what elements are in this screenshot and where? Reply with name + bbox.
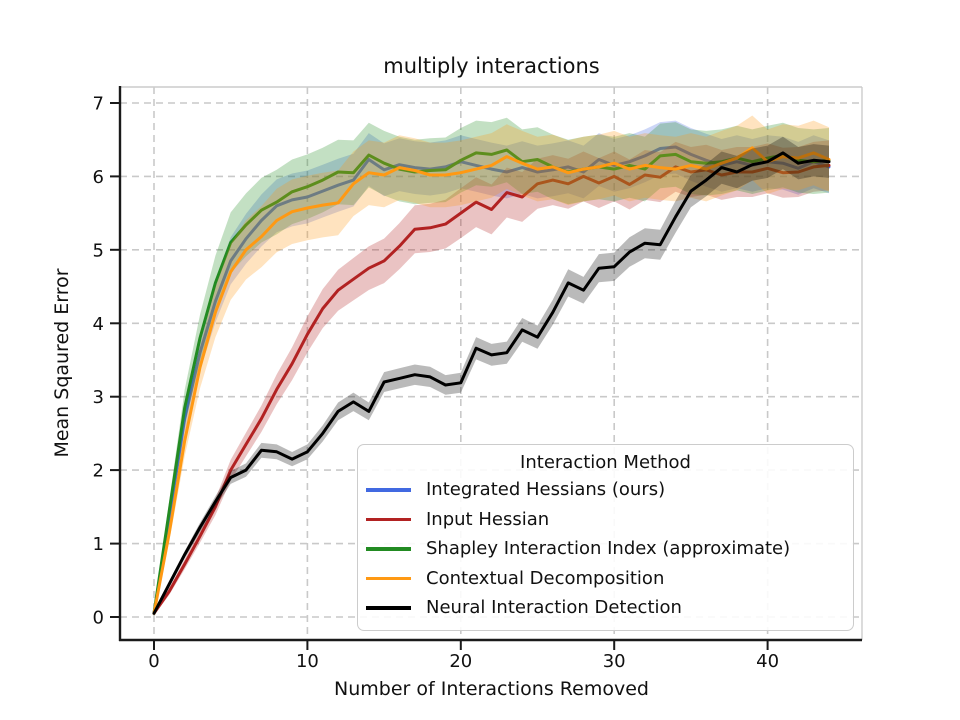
x-tick-label: 10 (296, 651, 319, 672)
legend-label: Neural Interaction Detection (426, 597, 682, 619)
series-line (152, 151, 831, 615)
legend: Interaction Method Integrated Hessians (… (357, 444, 854, 631)
legend-swatch (366, 606, 411, 610)
x-tick-label: 0 (148, 651, 159, 672)
legend-label: Shapley Interaction Index (approximate) (426, 538, 791, 560)
x-tick-label: 40 (756, 651, 779, 672)
y-tick-label: 7 (93, 94, 104, 115)
confidence-band (154, 117, 829, 617)
chart-title: multiply interactions (383, 54, 600, 78)
y-tick-label: 5 (93, 240, 104, 261)
y-tick-label: 6 (93, 167, 104, 188)
legend-rows: Integrated Hessians (ours) Input Hessian S… (358, 475, 853, 623)
legend-item: Shapley Interaction Index (approximate) (358, 534, 853, 564)
legend-item: Contextual Decomposition (358, 564, 853, 594)
legend-item: Integrated Hessians (ours) (358, 475, 853, 505)
legend-swatch (366, 576, 411, 580)
legend-item: Neural Interaction Detection (358, 593, 853, 623)
legend-label: Input Hessian (426, 508, 550, 530)
x-tick-label: 20 (449, 651, 472, 672)
y-tick-label: 2 (93, 461, 104, 482)
legend-item: Input Hessian (358, 505, 853, 535)
x-tick-label: 30 (603, 651, 626, 672)
confidence-band (154, 136, 829, 615)
y-tick-label: 1 (93, 534, 104, 555)
y-tick-label: 3 (93, 387, 104, 408)
legend-label: Contextual Decomposition (426, 567, 665, 589)
y-tick-label: 4 (93, 314, 104, 335)
y-axis-label: Mean Sqaured Error (51, 268, 73, 458)
legend-swatch (366, 517, 411, 521)
series-line (152, 148, 831, 615)
legend-label: Integrated Hessians (ours) (426, 479, 666, 501)
confidence-band (154, 115, 829, 617)
confidence-band (154, 140, 829, 616)
x-axis-label: Number of Interactions Removed (334, 678, 649, 700)
legend-swatch (366, 488, 411, 492)
legend-swatch (366, 547, 411, 551)
legend-title: Interaction Method (520, 452, 691, 473)
y-tick-label: 0 (93, 608, 104, 629)
series-line (152, 146, 831, 615)
